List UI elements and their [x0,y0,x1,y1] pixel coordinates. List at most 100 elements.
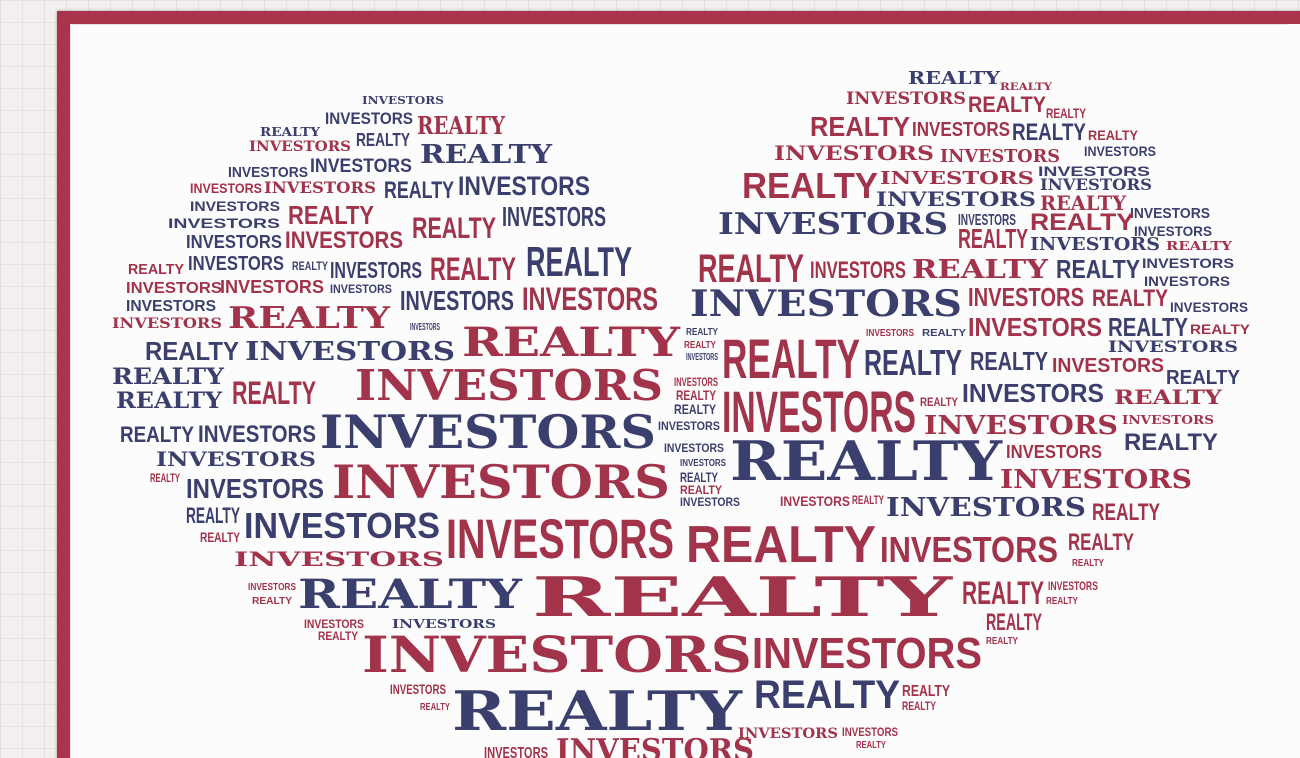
cloud-word-realty: REALTY [1166,367,1241,389]
cloud-word-investors: INVESTORS [228,164,308,181]
cloud-word-investors: INVESTORS [810,257,906,284]
cloud-word-realty: REALTY [1046,105,1086,121]
cloud-word-investors: INVESTORS [248,582,296,593]
cloud-word-investors: INVESTORS [168,215,280,231]
cloud-word-realty: REALTY [260,125,320,139]
cloud-word-realty: REALTY [232,375,316,411]
cloud-word-investors: INVESTORS [774,141,934,165]
cloud-word-realty: REALTY [298,571,523,618]
cloud-word-investors: INVESTORS [1006,442,1102,462]
cloud-word-realty: REALTY [526,238,632,285]
cloud-word-investors: INVESTORS [690,283,962,325]
cloud-word-investors: INVESTORS [962,378,1104,408]
cloud-word-realty: REALTY [1000,82,1053,93]
cloud-word-investors: INVESTORS [304,617,364,631]
cloud-word-realty: REALTY [1072,558,1104,569]
cloud-word-investors: INVESTORS [1040,175,1152,194]
cloud-word-investors: INVESTORS [190,198,280,214]
cloud-word-realty: REALTY [968,92,1046,117]
cloud-word-realty: REALTY [684,340,716,351]
cloud-word-investors: INVESTORS [362,94,444,107]
cloud-word-investors: INVESTORS [1134,223,1212,239]
cloud-word-realty: REALTY [908,68,1001,89]
cloud-word-investors: INVESTORS [244,505,440,546]
cloud-word-realty: REALTY [120,422,194,447]
cloud-word-investors: INVESTORS [1084,143,1156,159]
cloud-word-realty: REALTY [970,346,1048,376]
cloud-word-investors: INVESTORS [458,171,590,201]
cloud-word-realty: REALTY [420,140,552,170]
cloud-word-realty: REALTY [1108,312,1188,342]
cloud-word-realty: REALTY [810,111,910,142]
cloud-word-realty: REALTY [1030,209,1134,236]
cloud-word-realty: REALTY [145,336,239,366]
cloud-word-investors: INVESTORS [1048,579,1098,593]
cloud-word-realty: REALTY [1124,429,1218,456]
cloud-word-investors: INVESTORS [912,119,1010,141]
cloud-word-investors: INVESTORS [234,547,444,571]
cloud-word-investors: INVESTORS [968,312,1102,342]
cloud-word-realty: REALTY [1012,119,1086,146]
cloud-word-realty: REALTY [856,740,886,751]
cloud-word-realty: REALTY [112,364,224,390]
cloud-word-realty: REALTY [228,301,391,336]
cloud-word-realty: REALTY [412,212,496,245]
cloud-word-realty: REALTY [430,251,516,287]
cloud-word-investors: INVESTORS [1122,413,1214,427]
cloud-word-investors: INVESTORS [876,187,1036,211]
cloud-word-realty: REALTY [186,503,240,528]
cloud-word-realty: REALTY [676,387,716,403]
cloud-word-investors: INVESTORS [186,232,282,252]
cloud-word-realty: REALTY [462,319,681,366]
cloud-word-investors: INVESTORS [752,629,982,678]
cloud-word-investors: INVESTORS [325,109,413,128]
cloud-word-investors: INVESTORS [866,328,914,339]
cloud-word-realty: REALTY [288,200,374,230]
cloud-word-realty: REALTY [722,327,860,390]
cloud-word-investors: INVESTORS [446,507,674,570]
cloud-word-realty: REALTY [680,469,718,485]
cloud-word-realty: REALTY [686,516,876,574]
cloud-word-investors: INVESTORS [842,725,898,739]
cloud-word-realty: REALTY [356,130,410,150]
cloud-word-realty: REALTY [674,401,716,417]
cloud-word-investors: INVESTORS [390,681,446,697]
cloud-word-investors: INVESTORS [320,405,656,459]
cloud-word-investors: INVESTORS [1000,465,1192,495]
cloud-word-investors: INVESTORS [686,352,718,363]
cloud-word-investors: INVESTORS [126,280,222,297]
cloud-word-realty: REALTY [200,529,240,545]
cloud-word-investors: INVESTORS [502,201,606,232]
cloud-word-investors: INVESTORS [886,493,1086,523]
cloud-word-realty: REALTY [698,247,804,291]
cloud-word-realty: REALTY [1056,254,1140,284]
cloud-word-investors: INVESTORS [1030,234,1160,255]
cloud-word-investors: INVESTORS [1142,255,1234,271]
cloud-word-realty: REALTY [1046,596,1078,607]
cloud-word-realty: REALTY [1166,239,1233,253]
cloud-word-realty: REALTY [912,255,1049,285]
cloud-word-investors: INVESTORS [400,285,514,316]
cloud-word-realty: REALTY [902,699,936,713]
cloud-word-investors: INVESTORS [1038,163,1150,179]
cloud-word-investors: INVESTORS [410,322,440,333]
cloud-word-investors: INVESTORS [156,447,316,471]
cloud-word-investors: INVESTORS [186,473,324,504]
cloud-word-realty: REALTY [417,111,506,140]
cloud-word-realty: REALTY [742,165,878,206]
cloud-word-realty: REALTY [1068,529,1134,556]
cloud-word-investors: INVESTORS [1130,205,1210,222]
cloud-word-investors: INVESTORS [968,282,1084,312]
cloud-word-realty: REALTY [958,223,1028,254]
cloud-word-investors: INVESTORS [1052,355,1164,377]
cloud-word-investors: INVESTORS [330,257,422,283]
cloud-word-investors: INVESTORS [264,178,376,197]
cloud-word-realty: REALTY [532,565,955,629]
cloud-word-investors: INVESTORS [330,282,392,296]
cloud-word-realty: REALTY [922,328,966,339]
cloud-word-realty: REALTY [128,261,184,278]
picture-mat [70,24,1287,758]
cloud-word-realty: REALTY [754,673,900,717]
